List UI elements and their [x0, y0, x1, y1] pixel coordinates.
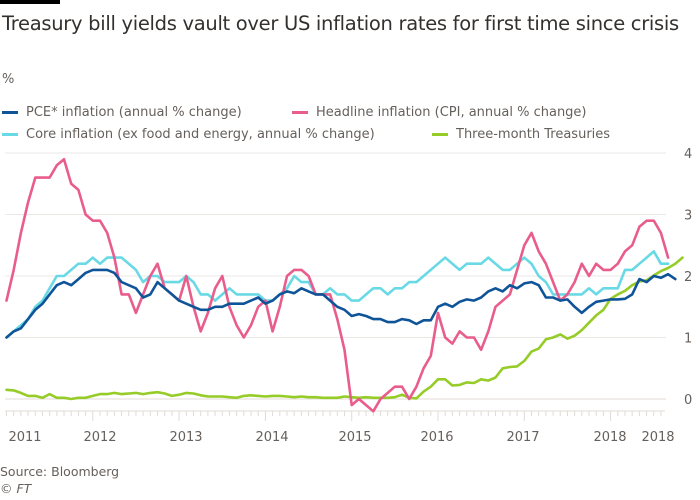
brand-bar [0, 0, 60, 4]
x-tick-label: 2018 [593, 430, 626, 445]
legend-item-core: Core inflation (ex food and energy, annu… [2, 127, 375, 142]
legend-swatch-pce [2, 111, 18, 114]
x-axis: 2011 2012 2013 2014 2015 2016 2017 2018 2018 [5, 410, 675, 445]
copyright-note: © FT [0, 481, 32, 496]
series-line-pce [5, 268, 677, 339]
x-tick-label: 2012 [83, 430, 116, 445]
x-tick-label: 2013 [169, 430, 202, 445]
y-tick-label: 4 [684, 147, 692, 162]
x-tick-label: 2016 [420, 430, 453, 445]
series-lines [5, 157, 684, 413]
y-tick-label: 0 [684, 393, 692, 408]
x-tick-label: 2018 [641, 430, 674, 445]
series-line-headline [5, 157, 670, 413]
legend-label-treasuries: Three-month Treasuries [456, 127, 611, 142]
legend-swatch-core [2, 133, 18, 136]
legend-label-core: Core inflation (ex food and energy, annu… [26, 127, 375, 142]
legend-item-pce: PCE* inflation (annual % change) [2, 105, 242, 120]
y-tick-label: 2 [684, 270, 692, 285]
legend-swatch-treasuries [432, 133, 448, 136]
x-tick-label: 2015 [338, 430, 371, 445]
legend-label-headline: Headline inflation (CPI, annual % change… [316, 105, 587, 120]
gridlines [5, 152, 666, 400]
legend-item-headline: Headline inflation (CPI, annual % change… [292, 105, 587, 120]
x-tick-label: 2014 [255, 430, 288, 445]
x-tick-label: 2011 [8, 430, 41, 445]
y-unit-label: % [2, 72, 15, 87]
y-tick-label: 1 [684, 332, 692, 347]
legend-item-treasuries: Three-month Treasuries [432, 127, 610, 142]
series-line-treasuries [5, 256, 684, 401]
legend-label-pce: PCE* inflation (annual % change) [26, 105, 242, 120]
chart-title: Treasury bill yields vault over US infla… [2, 12, 679, 35]
x-tick-label: 2017 [506, 430, 539, 445]
legend-swatch-headline [292, 111, 308, 114]
source-note: Source: Bloomberg [0, 464, 120, 479]
y-axis-ticks: 0 1 2 3 4 [684, 147, 692, 408]
y-tick-label: 3 [684, 209, 692, 224]
